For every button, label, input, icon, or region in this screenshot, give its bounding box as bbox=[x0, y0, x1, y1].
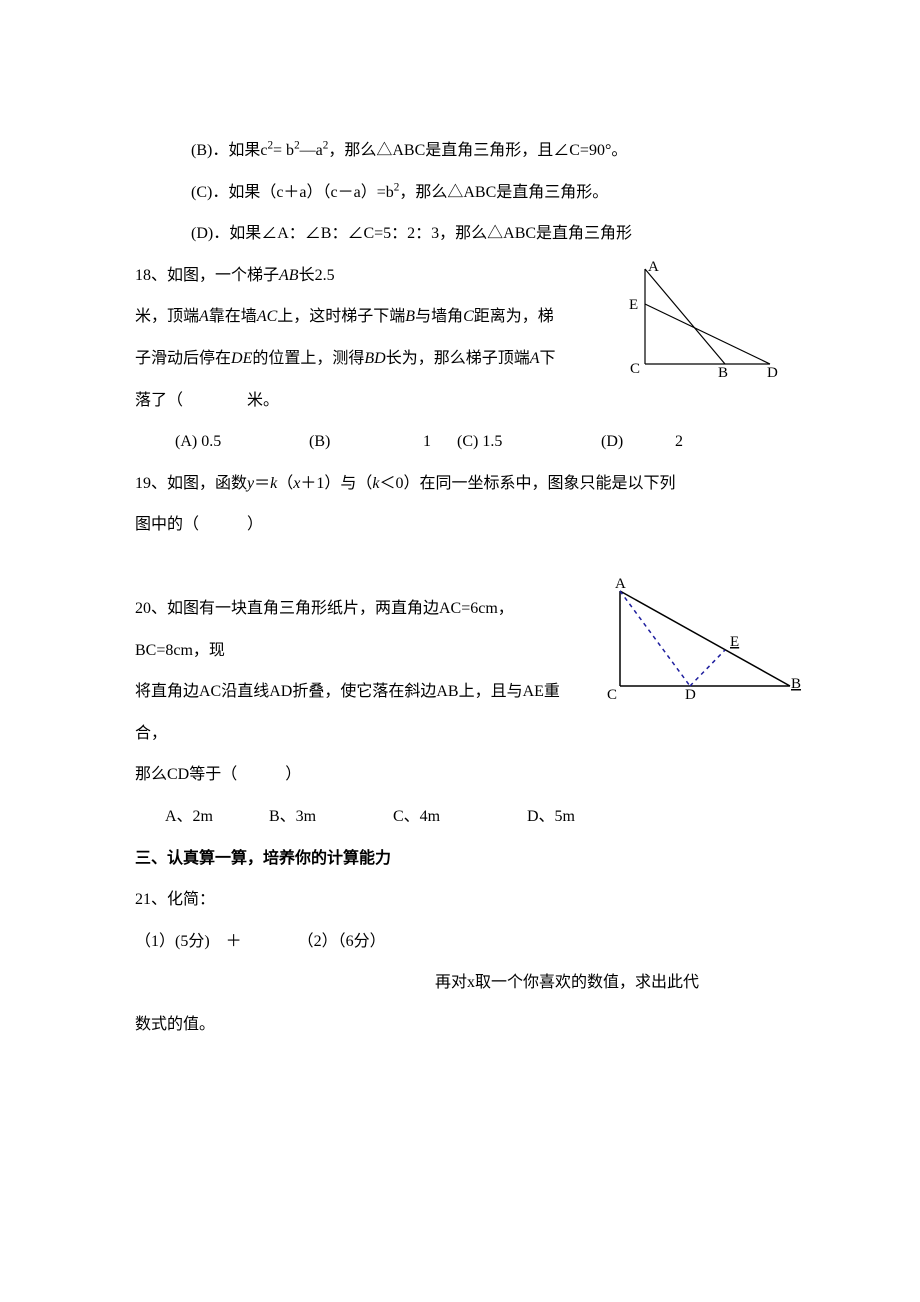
opt-a: A、2m bbox=[165, 796, 265, 838]
var-c: C bbox=[463, 308, 474, 325]
t: 与墙角 bbox=[415, 308, 463, 325]
option-text: (D)．如果∠A：∠B：∠C=5：2：3，那么△ABC是直角三角形 bbox=[191, 225, 632, 242]
label-c: C bbox=[630, 361, 640, 377]
t: 的位置上，测得 bbox=[252, 350, 364, 367]
opt-d: D、5m bbox=[527, 796, 575, 838]
t: （ bbox=[277, 475, 293, 492]
figure-18: A E C B D bbox=[615, 259, 785, 379]
opt-a: (A) 0.5 bbox=[175, 421, 305, 463]
question-20: A E C D B 20、如图有一块直角三角形纸片，两直角边AC=6cm，BC=… bbox=[135, 588, 785, 796]
var-a: A bbox=[199, 308, 209, 325]
q18-line2: 米，顶端A靠在墙AC上，这时梯子下端B与墙角C距离为，梯 bbox=[135, 296, 595, 338]
var-ac: AC bbox=[257, 308, 277, 325]
q18-options: (A) 0.5 (B) 1 (C) 1.5 (D) 2 bbox=[135, 421, 785, 463]
mc-option-b: (B)．如果c2= b2—a2，那么△ABC是直角三角形，且∠C=90°。 bbox=[135, 130, 785, 172]
q20-line2: 将直角边AC沿直线AD折叠，使它落在斜边AB上，且与AE重合， bbox=[135, 671, 575, 754]
label-d: D bbox=[685, 687, 696, 703]
q19-line2: 图中的（ ） bbox=[135, 504, 785, 546]
t: ＋1）与（ bbox=[300, 475, 372, 492]
t: 距离为，梯 bbox=[474, 308, 554, 325]
t: 上，这时梯子下端 bbox=[277, 308, 405, 325]
t: ＝ bbox=[254, 475, 270, 492]
option-text: (B)．如果c2= b2—a2，那么△ABC是直角三角形，且∠C=90°。 bbox=[191, 142, 627, 159]
q18-line3: 子滑动后停在DE的位置上，测得BD长为，那么梯子顶端A下 bbox=[135, 338, 595, 380]
label-d: D bbox=[767, 365, 778, 379]
label-b: B bbox=[718, 365, 728, 379]
q21-sub: （1）(5分) ＋ （2）（6分） bbox=[135, 921, 785, 963]
opt-d: (D) bbox=[601, 421, 671, 463]
label-e: E bbox=[730, 634, 739, 650]
label-b: B bbox=[791, 676, 801, 692]
mc-option-d: (D)．如果∠A：∠B：∠C=5：2：3，那么△ABC是直角三角形 bbox=[135, 213, 785, 255]
label-c: C bbox=[607, 687, 617, 703]
opt-b: B、3m bbox=[269, 796, 389, 838]
question-18: A E C B D 18、如图，一个梯子AB长2.5 米，顶端A靠在墙AC上，这… bbox=[135, 255, 785, 380]
t: 18、如图，一个梯子 bbox=[135, 267, 279, 284]
label-a: A bbox=[648, 259, 659, 275]
var-de: DE bbox=[231, 350, 252, 367]
opt-b: (B) bbox=[309, 421, 419, 463]
question-19: 19、如图，函数y＝k（x＋1）与（k＜0）在同一坐标系中，图象只能是以下列 bbox=[135, 463, 785, 505]
t: 下 bbox=[539, 350, 555, 367]
section-3-title: 三、认真算一算，培养你的计算能力 bbox=[135, 838, 785, 880]
t: 长2.5 bbox=[299, 267, 335, 284]
question-21: 21、化简： bbox=[135, 879, 785, 921]
q21-tail-left: 数式的值。 bbox=[135, 1004, 785, 1046]
q21-tail-right: 再对x取一个你喜欢的数值，求出此代 bbox=[135, 962, 785, 1004]
q20-line3: 那么CD等于（ ） bbox=[135, 754, 575, 796]
q18-line1: 18、如图，一个梯子AB长2.5 bbox=[135, 255, 595, 297]
mc-option-c: (C)．如果（c＋a）（c－a）=b2，那么△ABC是直角三角形。 bbox=[135, 172, 785, 214]
q20-line1: 20、如图有一块直角三角形纸片，两直角边AC=6cm，BC=8cm，现 bbox=[135, 588, 575, 671]
t: ＜0）在同一坐标系中，图象只能是以下列 bbox=[380, 475, 676, 492]
label-e: E bbox=[629, 297, 638, 313]
t: 靠在墙 bbox=[209, 308, 257, 325]
label-a: A bbox=[615, 576, 626, 592]
var-bd: BD bbox=[364, 350, 385, 367]
opt-c: (C) 1.5 bbox=[457, 421, 597, 463]
opt-c: C、4m bbox=[393, 796, 523, 838]
t: 19、如图，函数 bbox=[135, 475, 247, 492]
option-text: (C)．如果（c＋a）（c－a）=b2，那么△ABC是直角三角形。 bbox=[191, 184, 608, 201]
var-k2: k bbox=[372, 475, 379, 492]
opt-d-val: 2 bbox=[675, 421, 683, 463]
t: 长为，那么梯子顶端 bbox=[386, 350, 530, 367]
var-b: B bbox=[405, 308, 415, 325]
q20-options: A、2m B、3m C、4m D、5m bbox=[135, 796, 785, 838]
opt-b-val: 1 bbox=[423, 421, 453, 463]
t: 子滑动后停在 bbox=[135, 350, 231, 367]
figure-20: A E C D B bbox=[595, 576, 805, 706]
t: 米，顶端 bbox=[135, 308, 199, 325]
var-ab: AB bbox=[279, 267, 299, 284]
q18-line4: 落了（ 米。 bbox=[135, 380, 785, 422]
